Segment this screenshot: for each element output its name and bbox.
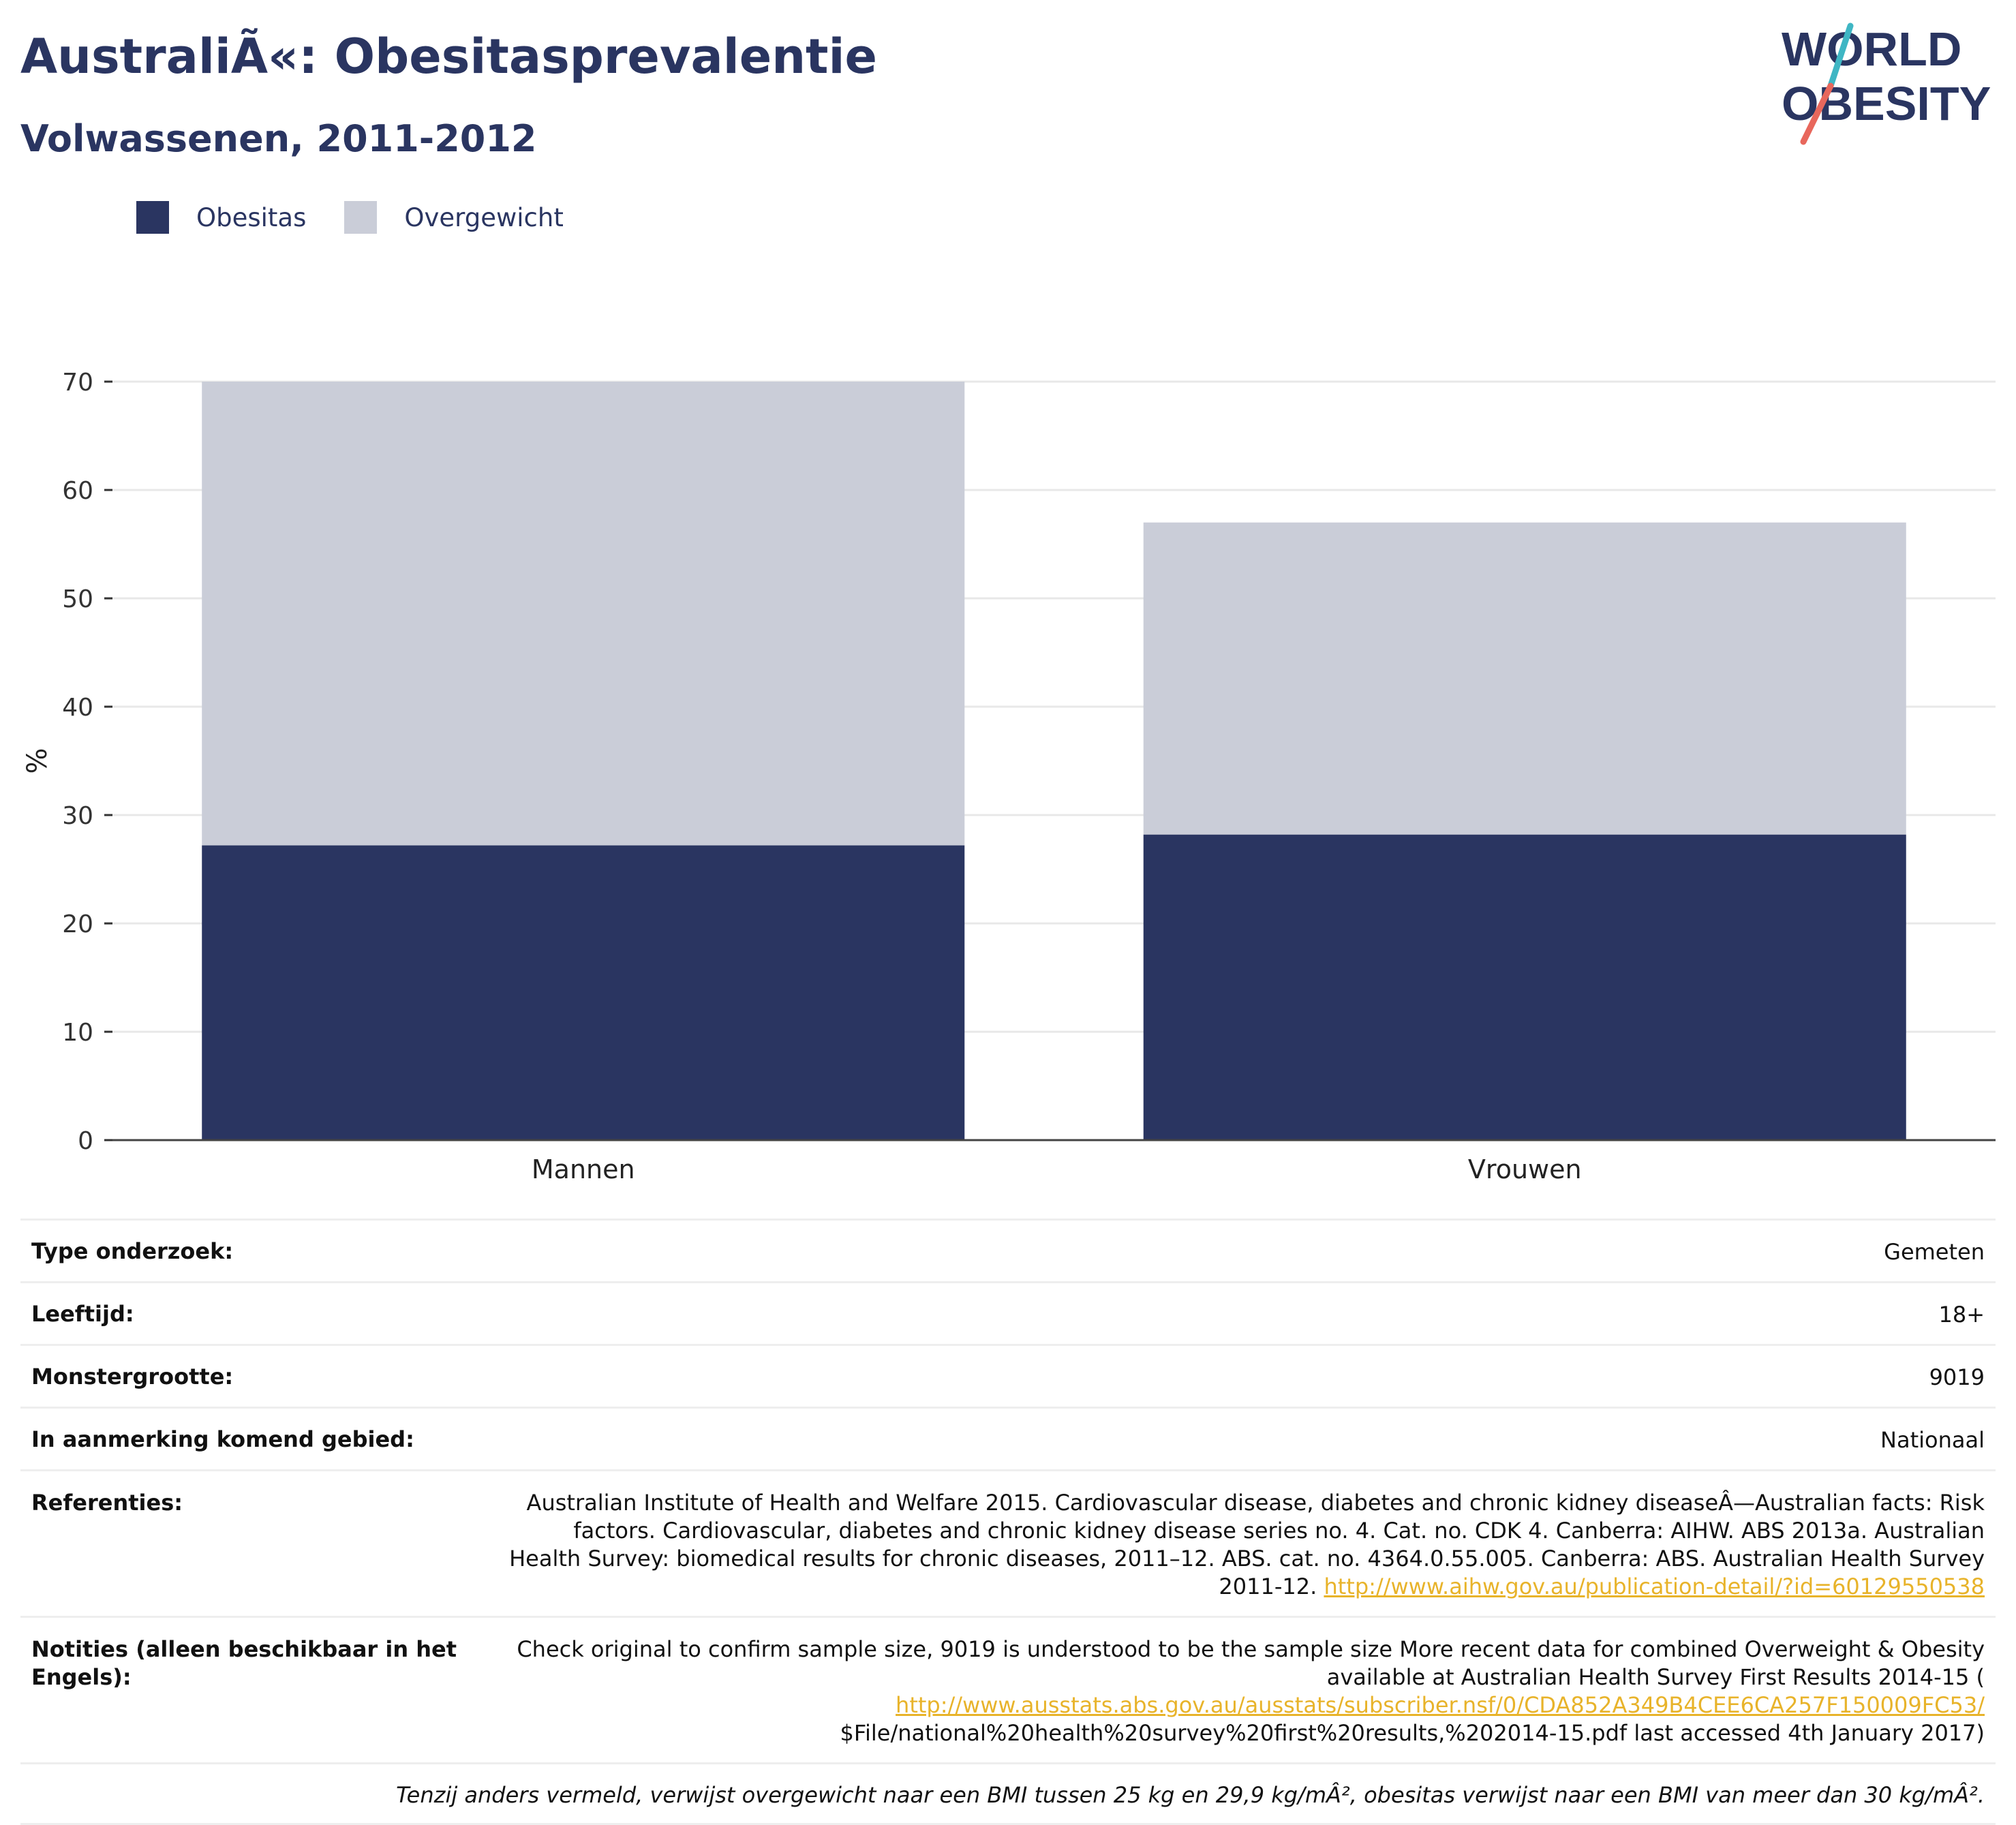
study-type-value: Gemeten bbox=[1884, 1239, 1985, 1265]
sample-size-label: Monstergrootte: bbox=[31, 1364, 234, 1390]
footnote: Tenzij anders vermeld, verwijst overgewi… bbox=[20, 1762, 1996, 1825]
study-type-label: Type onderzoek: bbox=[31, 1238, 234, 1264]
references-label: Referenties: bbox=[31, 1490, 183, 1516]
y-tick-label: 30 bbox=[62, 802, 93, 830]
y-tick-label: 50 bbox=[62, 585, 93, 613]
notes-link[interactable]: http://www.ausstats.abs.gov.au/ausstats/… bbox=[896, 1692, 1985, 1718]
meta-row-study-type: Type onderzoek: Gemeten bbox=[20, 1218, 1996, 1281]
y-tick-label: 0 bbox=[78, 1127, 93, 1155]
references-link[interactable]: http://www.aihw.gov.au/publication-detai… bbox=[1324, 1574, 1985, 1599]
bar-obesitas-mannen bbox=[202, 845, 965, 1140]
chart-legend: Obesitas Overgewicht bbox=[136, 201, 602, 234]
y-tick-label: 40 bbox=[62, 694, 93, 722]
meta-row-sample-size: Monstergrootte: 9019 bbox=[20, 1344, 1996, 1407]
legend-swatch-overgewicht bbox=[344, 201, 378, 234]
notes-tail: $File/national%20health%20survey%20first… bbox=[840, 1720, 1985, 1746]
x-tick-label: Vrouwen bbox=[1468, 1154, 1582, 1184]
y-axis-label: % bbox=[22, 748, 53, 773]
references-text: Australian Institute of Health and Welfa… bbox=[509, 1490, 1985, 1599]
legend-item-obesitas: Obesitas bbox=[136, 201, 306, 234]
page-title: AustraliÃ«: Obesitasprevalentie bbox=[20, 29, 877, 85]
metadata-table: Type onderzoek: Gemeten Leeftijd: 18+ Mo… bbox=[20, 1218, 1996, 1825]
notes-text: Check original to confirm sample size, 9… bbox=[517, 1636, 1985, 1690]
notes-value: Check original to confirm sample size, 9… bbox=[499, 1636, 1985, 1747]
bar-overgewicht-vrouwen bbox=[1143, 522, 1906, 835]
age-value: 18+ bbox=[1938, 1302, 1985, 1328]
bar-obesitas-vrouwen bbox=[1143, 834, 1906, 1140]
meta-row-references: Referenties: Australian Institute of Hea… bbox=[20, 1469, 1996, 1616]
y-tick-label: 10 bbox=[62, 1019, 93, 1047]
references-value: Australian Institute of Health and Welfa… bbox=[499, 1489, 1985, 1601]
legend-label-overgewicht: Overgewicht bbox=[404, 202, 564, 232]
y-tick-label: 20 bbox=[62, 910, 93, 938]
area-value: Nationaal bbox=[1880, 1427, 1985, 1453]
stacked-bar-chart: 0 10 20 30 40 50 60 70 Mannen Vrouwen% bbox=[22, 369, 1996, 1184]
world-obesity-logo: WORLD OBESITY bbox=[1782, 22, 1991, 145]
notes-label: Notities (alleen beschikbaar in het Enge… bbox=[31, 1636, 457, 1690]
area-label: In aanmerking komend gebied: bbox=[31, 1426, 414, 1452]
y-tick-label: 70 bbox=[62, 369, 93, 397]
page-subtitle: Volwassenen, 2011-2012 bbox=[20, 117, 537, 160]
legend-label-obesitas: Obesitas bbox=[196, 202, 307, 232]
legend-swatch-obesitas bbox=[136, 201, 169, 234]
sample-size-value: 9019 bbox=[1929, 1364, 1985, 1390]
meta-row-age: Leeftijd: 18+ bbox=[20, 1281, 1996, 1344]
meta-row-notes: Notities (alleen beschikbaar in het Enge… bbox=[20, 1616, 1996, 1762]
age-label: Leeftijd: bbox=[31, 1301, 134, 1327]
meta-row-area: In aanmerking komend gebied: Nationaal bbox=[20, 1407, 1996, 1469]
x-tick-label: Mannen bbox=[532, 1154, 635, 1184]
logo-line1: WORLD bbox=[1782, 22, 1961, 76]
y-tick-label: 60 bbox=[62, 477, 93, 505]
bar-overgewicht-mannen bbox=[202, 382, 965, 846]
legend-item-overgewicht: Overgewicht bbox=[344, 201, 564, 234]
